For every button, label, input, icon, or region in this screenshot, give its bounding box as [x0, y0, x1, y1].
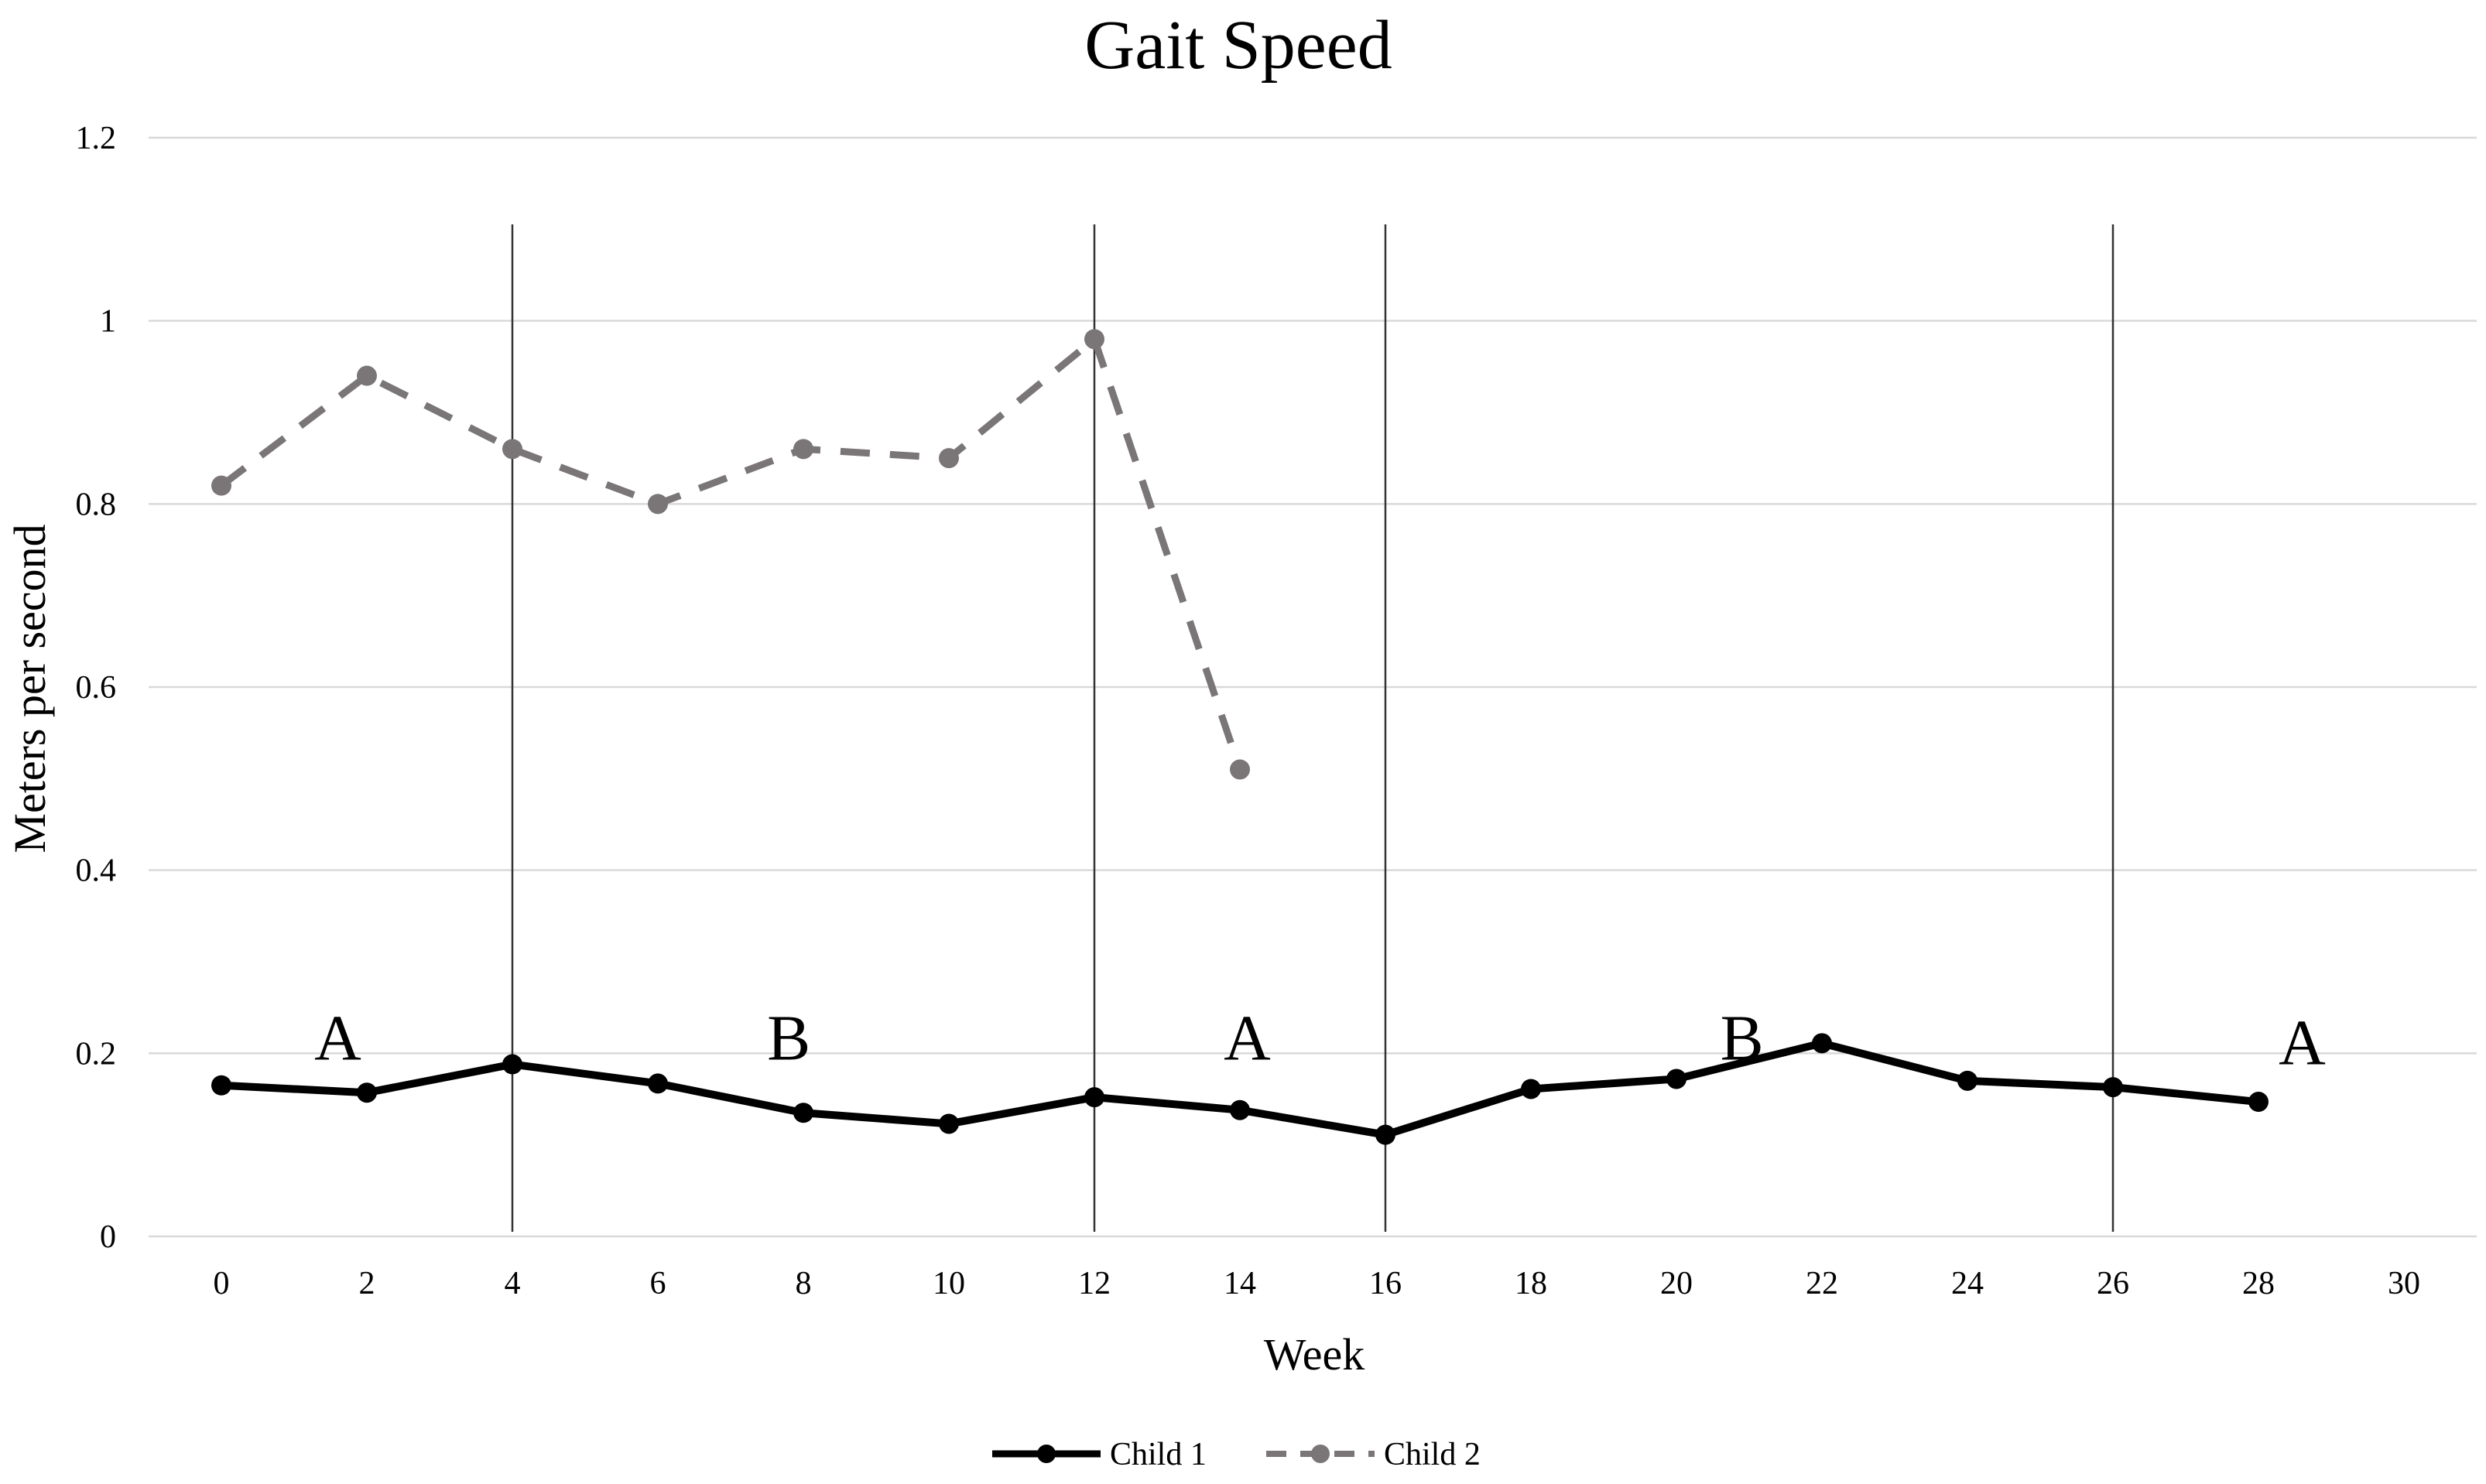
data-point	[648, 1073, 668, 1094]
x-tick-label: 20	[1660, 1266, 1693, 1301]
y-tick-label: 1	[100, 304, 116, 340]
data-point	[1084, 329, 1104, 350]
y-tick-label: 0.6	[76, 670, 117, 706]
x-tick-label: 28	[2242, 1266, 2275, 1301]
legend-item-child-1: Child 1	[992, 1437, 1207, 1472]
data-series	[211, 329, 2269, 1145]
data-point	[939, 448, 959, 469]
x-tick-label: 6	[650, 1266, 666, 1301]
phase-label: A	[1224, 1002, 1271, 1074]
data-point	[1084, 1087, 1104, 1108]
x-axis-title: Week	[1264, 1329, 1365, 1380]
x-tick-label: 12	[1078, 1266, 1111, 1301]
data-point	[357, 365, 377, 386]
legend-label: Child 1	[1110, 1437, 1207, 1472]
x-tick-label: 0	[214, 1266, 230, 1301]
data-point	[793, 439, 813, 460]
data-point	[2248, 1092, 2269, 1113]
x-tick-label: 4	[505, 1266, 521, 1301]
data-point	[211, 475, 231, 496]
y-tick-labels: 0 0.2 0.4 0.6 0.8 1 1.2	[76, 121, 117, 1255]
data-point	[648, 494, 668, 515]
data-point	[939, 1113, 959, 1134]
data-point	[502, 439, 522, 460]
x-tick-label: 30	[2388, 1266, 2420, 1301]
y-tick-label: 0.2	[76, 1036, 117, 1072]
phase-label: B	[1721, 1002, 1764, 1074]
y-tick-label: 0	[100, 1219, 116, 1255]
data-point	[1957, 1070, 1978, 1091]
data-point	[502, 1054, 522, 1075]
gridlines	[149, 136, 2477, 1238]
series-child-1	[211, 1033, 2269, 1145]
phase-label: A	[314, 1002, 361, 1074]
x-tick-label: 16	[1369, 1266, 1402, 1301]
phase-change-lines	[511, 224, 2114, 1232]
data-point	[1521, 1079, 1541, 1099]
data-point	[2103, 1077, 2123, 1098]
x-tick-label: 2	[359, 1266, 375, 1301]
x-tick-label: 24	[1951, 1266, 1984, 1301]
series-child-2	[211, 329, 1250, 780]
data-point	[1230, 1099, 1250, 1120]
legend-marker	[1311, 1445, 1330, 1463]
data-point	[1230, 759, 1250, 780]
phase-label: A	[2279, 1007, 2326, 1079]
data-point	[1812, 1033, 1832, 1054]
legend-item-child-2: Child 2	[1266, 1437, 1481, 1472]
x-tick-label: 26	[2097, 1266, 2129, 1301]
legend-marker	[1037, 1445, 1056, 1463]
y-tick-label: 1.2	[76, 121, 117, 156]
y-axis-title: Meters per second	[5, 524, 55, 853]
x-tick-label: 14	[1224, 1266, 1256, 1301]
phase-label: B	[767, 1002, 810, 1074]
data-point	[1666, 1069, 1686, 1089]
legend-label: Child 2	[1384, 1437, 1481, 1472]
data-point	[793, 1103, 813, 1123]
x-tick-label: 8	[796, 1266, 812, 1301]
legend: Child 1 Child 2	[992, 1437, 1481, 1472]
y-tick-label: 0.8	[76, 487, 117, 522]
x-tick-label: 18	[1515, 1266, 1547, 1301]
x-tick-labels: 0 2 4 6 8 10 12 14 16 18 20 22 24 26 28 30	[214, 1266, 2421, 1301]
x-tick-label: 22	[1806, 1266, 1838, 1301]
series-line	[219, 335, 1244, 771]
data-point	[1375, 1124, 1395, 1145]
y-tick-label: 0.4	[76, 853, 117, 889]
data-point	[211, 1075, 231, 1096]
chart-title: Gait Speed	[1084, 7, 1392, 84]
data-point	[357, 1082, 377, 1103]
x-tick-label: 10	[933, 1266, 965, 1301]
